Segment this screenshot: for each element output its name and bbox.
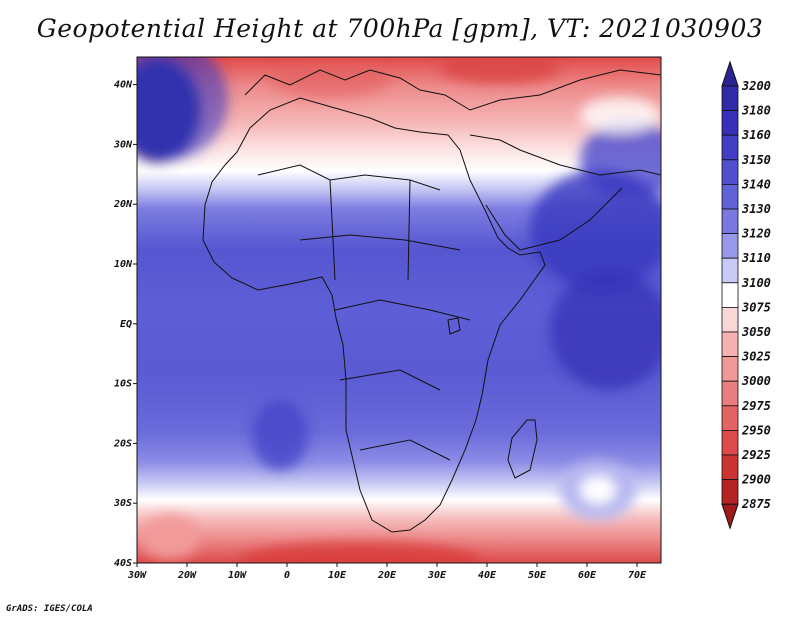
- x-tick-label: 70E: [628, 570, 647, 581]
- arabia-coastline: [469, 134, 661, 251]
- y-tick-label: 10N: [114, 259, 133, 270]
- x-tick-label: 30W: [127, 570, 147, 581]
- colorbar-label: 2950: [741, 423, 771, 437]
- inland-borders: [257, 164, 471, 461]
- colorbar-label: 3150: [741, 153, 771, 167]
- x-tick-label: 20W: [177, 570, 197, 581]
- x-tick-label: 50E: [528, 570, 547, 581]
- colorbar-swatch: [721, 380, 739, 407]
- colorbar-swatch: [721, 110, 739, 136]
- colorbar-swatch: [721, 233, 739, 259]
- y-tick-label: 30S: [113, 498, 132, 509]
- colorbar-swatch: [721, 405, 739, 431]
- colorbar-label: 3000: [741, 374, 771, 388]
- colorbar-swatch: [721, 282, 739, 308]
- colorbar-swatch: [721, 454, 739, 481]
- height-field: [137, 57, 661, 563]
- colorbar-swatch: [721, 306, 739, 333]
- colorbar-swatch: [721, 479, 739, 505]
- colorbar-label: 3200: [741, 79, 771, 93]
- x-tick-label: 40E: [478, 570, 497, 581]
- y-tick-label: 40S: [114, 558, 132, 569]
- map-plot-area: 30W 20W 10W 0 10E 20E 30E 40E 50E 60E 70E 40S 30S 20…: [113, 56, 662, 581]
- y-axis: 40S 30S 20S 10S EQ 10N 20N 30N 40N: [113, 80, 137, 569]
- colorbar-label: 3120: [741, 227, 771, 241]
- colorbar-label: 3025: [741, 350, 771, 364]
- colorbar-label: 3160: [741, 128, 771, 142]
- y-tick-label: 10S: [114, 379, 132, 390]
- x-tick-label: 10E: [328, 570, 347, 581]
- colorbar-swatch: [721, 159, 739, 185]
- colorbar-label: 3050: [741, 325, 771, 339]
- colorbar-swatch: [721, 85, 739, 112]
- colorbar-label: 3180: [741, 104, 771, 118]
- y-tick-label: 20N: [113, 199, 133, 210]
- x-axis: 30W 20W 10W 0 10E 20E 30E 40E 50E 60E 70E: [127, 563, 647, 581]
- x-tick-label: 30E: [427, 570, 447, 581]
- colorbar-label: 3110: [741, 251, 771, 265]
- colorbar-label: 3100: [741, 276, 771, 290]
- colorbar-label: 2900: [741, 473, 771, 487]
- colorbar-label: 3140: [741, 177, 771, 191]
- y-tick-label: 40N: [114, 80, 133, 91]
- colorbar-swatch: [721, 356, 739, 382]
- lake-victoria: [447, 317, 461, 335]
- colorbar-label: 3130: [741, 202, 771, 216]
- europe-coastline: [244, 69, 661, 111]
- coastlines: [202, 69, 661, 533]
- colorbar-max-arrow: [721, 60, 739, 87]
- africa-coastline: [202, 97, 546, 533]
- colorbar-swatch: [721, 208, 739, 235]
- x-tick-label: 60E: [578, 570, 597, 581]
- grads-credit: GrADS: IGES/COLA: [6, 604, 93, 614]
- madagascar-coastline: [507, 419, 538, 479]
- x-tick-label: 0: [284, 570, 290, 581]
- colorbar-swatch: [721, 183, 739, 210]
- y-tick-label: 30N: [113, 139, 133, 150]
- y-tick-label: 20S: [113, 438, 132, 449]
- map-title: Geopotential Height at 700hPa [gpm], VT:…: [36, 14, 764, 43]
- colorbar-swatch: [721, 331, 739, 358]
- colorbar-min-arrow: [721, 503, 739, 530]
- y-tick-label: EQ: [120, 319, 132, 330]
- colorbar: 3200 3180 3160 3150 3140 3130 3120 3110 3100 3075…: [721, 60, 771, 530]
- colorbar-label: 3075: [741, 300, 771, 314]
- x-tick-label: 10W: [228, 570, 247, 581]
- colorbar-swatch: [721, 429, 739, 456]
- colorbar-label: 2925: [741, 448, 771, 462]
- colorbar-swatch: [721, 257, 739, 284]
- plot-frame: [136, 56, 662, 564]
- colorbar-swatch: [721, 134, 739, 161]
- x-tick-label: 20E: [377, 570, 397, 581]
- colorbar-label: 2875: [741, 497, 771, 511]
- colorbar-label: 2975: [741, 399, 771, 413]
